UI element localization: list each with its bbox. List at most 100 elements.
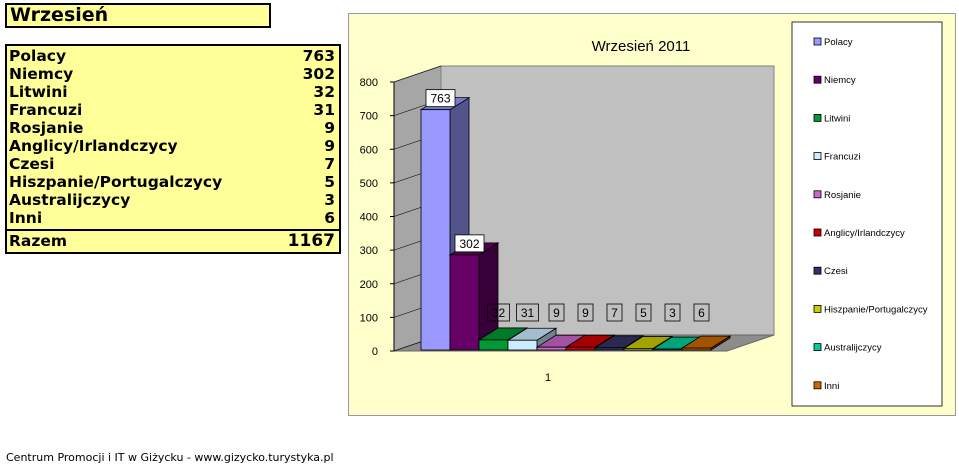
legend-swatch [813,152,822,161]
table-row: Anglicy/Irlandczycy 9 [9,137,335,155]
legend-label: Niemcy [824,75,856,86]
bar-front [594,347,625,351]
row-value: 302 [302,65,335,83]
legend-label: Czesi [824,266,848,277]
bar-chart: Wrzesień 2011 0 100 200 300 400 500 600 700 800 1 7… [360,21,943,407]
data-label: 32 [492,306,506,320]
y-tick-depth [393,65,442,83]
legend-swatch [813,381,822,390]
row-value: 3 [324,191,335,209]
bar-francuzi: 31 [506,303,558,351]
table-row: Litwini 32 [9,83,335,101]
row-name: Litwini [9,83,68,101]
row-value: 763 [302,47,335,65]
total-value: 1167 [287,231,335,251]
row-name: Niemcy [9,65,74,83]
legend-label: Litwini [824,113,850,124]
data-label-box [577,303,594,322]
row-value: 6 [324,209,335,227]
legend: Polacy Niemcy Litwini Francuzi Rosjanie Angli… [791,21,943,407]
row-value: 9 [324,119,335,137]
chart-title: Wrzesień 2011 [592,38,691,55]
y-tick-label: 500 [360,178,378,190]
row-value: 9 [324,137,335,155]
legend-label: Inni [824,381,839,392]
legend-swatch [813,228,822,237]
legend-box [791,21,943,407]
data-label-box [635,303,652,322]
row-name: Francuzi [9,101,83,119]
data-label: 763 [430,92,450,106]
x-tick-label: 1 [545,372,551,384]
bar-front [681,347,712,351]
table-row: Hiszpanie/Portugalczycy 5 [9,173,335,191]
y-tick-label: 200 [360,279,378,291]
bar-inni: 6 [680,303,732,351]
nationality-table: Polacy 763 Niemcy 302 Litwini 32 Francuzi 31 Ros… [5,44,341,254]
bar-front [478,339,509,351]
legend-label: Hiszpanie/Portugalczycy [824,304,928,315]
data-label-box [425,89,456,108]
total-separator [7,229,339,231]
row-value: 7 [324,155,335,173]
legend-swatch [813,266,822,275]
table-row: Inni 6 [9,209,335,227]
row-value: 32 [313,83,335,101]
bar-front [507,339,538,351]
y-tick-label: 800 [360,77,378,89]
data-label-box [454,234,485,253]
y-tick-label: 400 [360,212,378,224]
legend-label: Polacy [824,37,853,48]
data-label: 3 [669,306,676,320]
row-name: Australijczycy [9,191,131,209]
bar-niemcy: 302 [448,234,500,351]
data-label-box [606,303,623,322]
legend-label: Anglicy/Irlandczycy [824,228,905,239]
legend-swatch [813,190,822,199]
legend-label: Rosjanie [824,190,861,201]
y-tick-label: 100 [360,312,378,324]
table-row: Australijczycy 3 [9,191,335,209]
legend-label: Francuzi [824,152,860,163]
chart-area: Wrzesień 2011 0 100 200 300 400 500 600 700 800 1 7… [348,13,956,416]
legend-swatch [813,304,822,313]
table-row: Francuzi 31 [9,101,335,119]
row-name: Anglicy/Irlandczycy [9,137,178,155]
footer-text: Centrum Promocji i IT w Giżycku - www.gi… [6,451,334,464]
legend-swatch [813,343,822,352]
total-label: Razem [9,232,68,250]
row-value: 31 [313,101,335,119]
sheet-title: Wrzesień [5,3,271,28]
bar-front [652,348,683,351]
table-row: Polacy 763 [9,47,335,65]
data-label: 5 [640,306,647,320]
data-label-box [664,303,681,322]
data-label: 302 [459,237,479,251]
row-name: Hiszpanie/Portugalczycy [9,173,223,191]
legend-swatch [813,75,822,84]
bar-front [536,346,567,351]
data-label-box [487,303,510,322]
y-tick-label: 600 [360,144,378,156]
bar-front [623,348,654,351]
data-label: 9 [582,306,589,320]
data-label-box [693,303,710,322]
data-label: 7 [611,306,618,320]
bar-front [565,346,596,351]
legend-swatch [813,37,822,46]
bar-front [420,109,451,351]
data-label-box [516,303,539,322]
legend-swatch [813,114,822,122]
data-label: 9 [553,306,560,320]
row-name: Polacy [9,47,67,65]
row-name: Rosjanie [9,119,84,137]
data-label: 31 [521,306,535,320]
bar-front [449,254,480,351]
table-row: Czesi 7 [9,155,335,173]
table-row: Niemcy 302 [9,65,335,83]
data-label: 6 [698,306,705,320]
table-row: Rosjanie 9 [9,119,335,137]
table-total-row: Razem 1167 [9,232,335,250]
y-tick-label: 0 [372,346,378,358]
row-name: Czesi [9,155,55,173]
